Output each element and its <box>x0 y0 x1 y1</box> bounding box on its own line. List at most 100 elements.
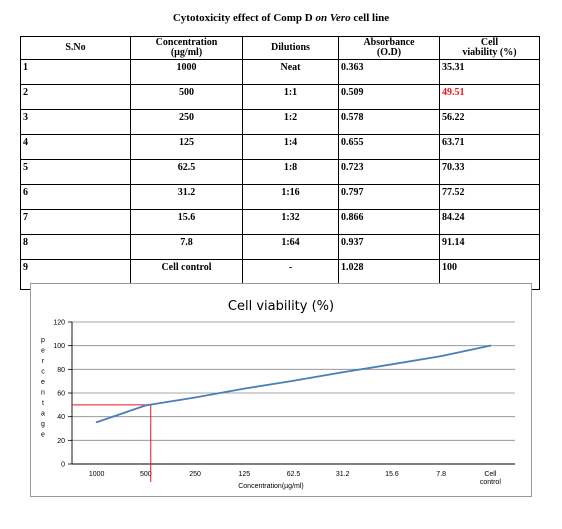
cell-conc: 1000 <box>130 59 243 85</box>
cell-sno: 2 <box>20 84 131 110</box>
cell-conc: 250 <box>130 109 243 135</box>
cell-dil: 1:32 <box>242 209 339 235</box>
cell-conc: 15.6 <box>130 209 243 235</box>
x-tick-label: 500 <box>140 471 152 478</box>
cell-sno: 4 <box>20 134 131 160</box>
table-row: 7 15.6 1:32 0.866 84.24 <box>20 209 540 235</box>
x-axis-label: Concentration(µg/ml) <box>238 483 304 490</box>
series-point <box>391 363 393 366</box>
y-axis-label-char: e <box>41 432 45 439</box>
cytotoxicity-table: S.No Concentration (µg/ml) Dilutions Abs… <box>20 36 540 290</box>
x-tick-label: 62.5 <box>287 471 301 478</box>
table-header-row: S.No Concentration (µg/ml) Dilutions Abs… <box>20 36 540 60</box>
table-title-italic: on Vero <box>315 12 351 24</box>
header-absorbance-line2: (O.D) <box>376 47 402 58</box>
cell-conc: 62.5 <box>130 159 243 185</box>
x-tick-label: 250 <box>189 471 201 478</box>
y-axis-label-char: t <box>42 400 44 407</box>
y-tick-label: 80 <box>57 367 65 374</box>
cell-abs: 0.363 <box>338 59 440 85</box>
y-axis-label-char: r <box>42 358 45 365</box>
cell-conc: 125 <box>130 134 243 160</box>
series-point <box>95 421 98 424</box>
cell-via: 49.51 <box>439 84 540 110</box>
viability-line-chart: Cell viability (%) 0 20 40 60 80 100 120 1000 500… <box>41 299 515 490</box>
header-absorbance: Absorbance (O.D) <box>338 36 440 60</box>
table-title-suffix: cell line <box>353 12 390 24</box>
x-tick-label: 15.6 <box>385 471 399 478</box>
table-row: 4 125 1:4 0.655 63.71 <box>20 134 540 160</box>
y-axis-label-char: e <box>41 348 45 355</box>
header-dilutions: Dilutions <box>242 36 339 60</box>
table-row: 3 250 1:2 0.578 56.22 <box>20 109 540 135</box>
cell-abs: 0.937 <box>338 234 440 260</box>
y-axis-label-char: p <box>41 337 45 344</box>
cell-sno: 8 <box>20 234 131 260</box>
x-tick-label: 31.2 <box>336 471 350 478</box>
header-viability-line1: Cell <box>480 37 499 48</box>
cell-dil: 1:16 <box>242 184 339 210</box>
y-tick-label: 40 <box>57 414 65 421</box>
cell-via: 35.31 <box>439 59 540 85</box>
cell-dil: 1:4 <box>242 134 339 160</box>
cell-sno: 5 <box>20 159 131 185</box>
y-axis-label-char: n <box>41 390 45 397</box>
series-line <box>96 344 491 424</box>
chart-title: Cell viability (%) <box>228 299 334 314</box>
cell-conc: 7.8 <box>130 234 243 260</box>
cell-dil: 1:64 <box>242 234 339 260</box>
cell-dil: 1:1 <box>242 84 339 110</box>
series-point <box>440 355 443 358</box>
header-absorbance-line1: Absorbance <box>363 37 415 48</box>
x-tick-label: 125 <box>238 471 250 478</box>
x-tick-label: control <box>480 479 501 486</box>
y-axis-label-char: g <box>41 421 45 428</box>
table-row: 2 500 1:1 0.509 49.51 <box>20 84 540 110</box>
cell-abs: 0.797 <box>338 184 440 210</box>
header-viability-line2: viability (%) <box>462 47 517 58</box>
table-title: Cytotoxicity effect of Comp D on Vero ce… <box>0 12 562 24</box>
series-point <box>194 396 196 399</box>
header-concentration-line2: (µg/ml) <box>170 47 203 58</box>
cell-via: 63.71 <box>439 134 540 160</box>
table-row: 8 7.8 1:64 0.937 91.14 <box>20 234 540 260</box>
cell-abs: 0.723 <box>338 159 440 185</box>
series-point <box>243 387 246 390</box>
y-axis-label-char: a <box>41 411 45 418</box>
cell-via: 70.33 <box>439 159 540 185</box>
cell-via: 77.52 <box>439 184 540 210</box>
series-point <box>341 371 344 374</box>
chart-frame: Cell viability (%) 0 20 40 60 80 100 120 1000 500… <box>30 283 532 497</box>
cell-sno: 6 <box>20 184 131 210</box>
y-tick-label: 100 <box>53 343 65 350</box>
cell-conc: 500 <box>130 84 243 110</box>
x-tick-label: 1000 <box>89 471 105 478</box>
cell-via: 56.22 <box>439 109 540 135</box>
x-tick-label: 7.8 <box>436 471 446 478</box>
y-tick-label: 120 <box>53 320 65 327</box>
series-point <box>292 379 295 382</box>
cell-abs: 0.866 <box>338 209 440 235</box>
header-concentration: Concentration (µg/ml) <box>130 36 243 60</box>
cell-dil: 1:8 <box>242 159 339 185</box>
cell-sno: 1 <box>20 59 131 85</box>
table-row: 6 31.2 1:16 0.797 77.52 <box>20 184 540 210</box>
cell-abs: 0.509 <box>338 84 440 110</box>
table-row: 1 1000 Neat 0.363 35.31 <box>20 59 540 85</box>
y-tick-label: 60 <box>57 391 65 398</box>
cell-via: 91.14 <box>439 234 540 260</box>
cell-via: 84.24 <box>439 209 540 235</box>
table-title-prefix: Cytotoxicity effect of Comp D <box>172 12 313 24</box>
series-point <box>144 404 147 407</box>
cell-abs: 0.655 <box>338 134 440 160</box>
series-point <box>489 344 492 347</box>
y-axis-label-char: e <box>41 379 45 386</box>
header-viability: Cell viability (%) <box>439 36 540 60</box>
table-row: 5 62.5 1:8 0.723 70.33 <box>20 159 540 185</box>
cell-dil: Neat <box>242 59 339 85</box>
cell-conc: 31.2 <box>130 184 243 210</box>
x-tick-label: Cell <box>484 471 497 478</box>
header-sno: S.No <box>20 36 131 60</box>
y-tick-label: 0 <box>61 462 65 469</box>
cell-sno: 3 <box>20 109 131 135</box>
